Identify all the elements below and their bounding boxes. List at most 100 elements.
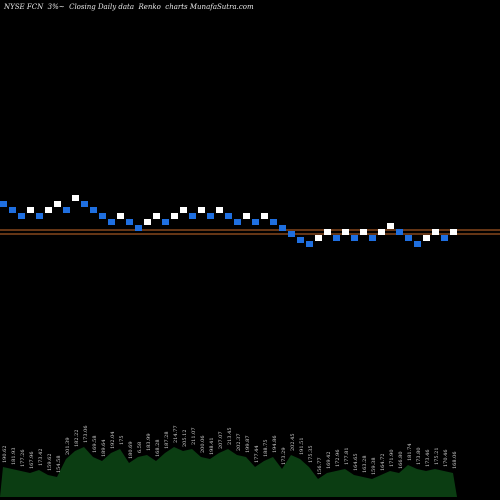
volume-label-2: 177.26 [20, 450, 26, 468]
renko-brick-27 [243, 213, 250, 219]
volume-label-39: 164.65 [353, 454, 359, 472]
volume-label-5: 159.62 [47, 454, 53, 472]
renko-brick-0 [0, 201, 7, 207]
renko-brick-21 [189, 213, 196, 219]
renko-brick-33 [297, 237, 304, 243]
renko-brick-11 [99, 213, 106, 219]
renko-brick-13 [117, 213, 124, 219]
volume-label-44: 166.80 [398, 452, 404, 470]
volume-label-6: 154.58 [56, 456, 62, 474]
volume-label-15: 6.58 [137, 442, 143, 453]
renko-brick-31 [279, 225, 286, 231]
volume-label-31: 173.29 [281, 448, 287, 466]
renko-brick-42 [378, 229, 385, 235]
volume-label-40: 163.28 [362, 456, 368, 474]
renko-brick-30 [270, 219, 277, 225]
volume-label-38: 177.81 [344, 448, 350, 466]
volume-label-0: 190.62 [2, 446, 8, 464]
volume-label-46: 173.80 [416, 448, 422, 466]
renko-brick-29 [261, 213, 268, 219]
renko-brick-19 [171, 213, 178, 219]
renko-brick-9 [81, 201, 88, 207]
renko-brick-14 [126, 219, 133, 225]
volume-label-20: 205.12 [182, 430, 188, 448]
volume-label-41: 159.38 [371, 458, 377, 476]
volume-label-16: 183.99 [146, 434, 152, 452]
volume-label-27: 199.87 [245, 436, 251, 454]
renko-brick-44 [396, 229, 403, 235]
renko-brick-18 [162, 219, 169, 225]
volume-label-25: 213.45 [227, 428, 233, 446]
renko-brick-34 [306, 241, 313, 247]
volume-label-8: 182.22 [74, 430, 80, 448]
renko-brick-17 [153, 213, 160, 219]
volume-label-14: 180.69 [128, 442, 134, 460]
renko-brick-50 [450, 229, 457, 235]
renko-brick-5 [45, 207, 52, 213]
volume-label-9: 173.06 [83, 426, 89, 444]
renko-brick-2 [18, 213, 25, 219]
volume-label-29: 188.75 [263, 440, 269, 458]
volume-label-49: 170.46 [443, 450, 449, 468]
renko-brick-28 [252, 219, 259, 225]
renko-brick-32 [288, 231, 295, 237]
volume-label-50: 168.06 [452, 452, 458, 470]
volume-label-28: 177.44 [254, 446, 260, 464]
renko-brick-48 [432, 229, 439, 235]
volume-label-4: 173.42 [38, 449, 44, 467]
renko-brick-38 [342, 229, 349, 235]
volume-label-37: 172.96 [335, 450, 341, 468]
volume-label-48: 175.21 [434, 448, 440, 466]
volume-label-36: 169.42 [326, 452, 332, 470]
renko-brick-22 [198, 207, 205, 213]
volume-label-7: 201.39 [65, 438, 71, 456]
volume-label-47: 173.46 [425, 450, 431, 468]
volume-label-34: 175.35 [308, 446, 314, 464]
renko-brick-24 [216, 207, 223, 213]
renko-brick-35 [315, 235, 322, 241]
volume-label-32: 202.45 [290, 434, 296, 452]
renko-brick-36 [324, 229, 331, 235]
volume-label-10: 169.58 [92, 436, 98, 454]
volume-label-42: 164.72 [380, 454, 386, 472]
renko-brick-49 [441, 235, 448, 241]
volume-label-17: 168.28 [155, 440, 161, 458]
renko-brick-10 [90, 207, 97, 213]
renko-brick-23 [207, 213, 214, 219]
volume-label-30: 194.86 [272, 436, 278, 454]
renko-brick-37 [333, 235, 340, 241]
renko-brick-20 [180, 207, 187, 213]
renko-brick-16 [144, 219, 151, 225]
renko-brick-4 [36, 213, 43, 219]
volume-label-43: 171.90 [389, 450, 395, 468]
chart-title: NYSE FCN 3%~ Closing Daily data Renko ch… [4, 3, 254, 11]
renko-brick-47 [423, 235, 430, 241]
volume-label-33: 191.51 [299, 438, 305, 456]
renko-brick-12 [108, 219, 115, 225]
renko-brick-15 [135, 225, 142, 231]
renko-brick-45 [405, 235, 412, 241]
volume-label-3: 167.96 [29, 452, 35, 470]
volume-label-23: 198.41 [209, 438, 215, 456]
renko-brick-43 [387, 223, 394, 229]
volume-label-21: 211.07 [191, 428, 197, 446]
renko-brick-40 [360, 229, 367, 235]
renko-brick-46 [414, 241, 421, 247]
renko-brick-8 [72, 195, 79, 201]
renko-brick-39 [351, 235, 358, 241]
volume-label-45: 181.74 [407, 444, 413, 462]
volume-label-12: 192.04 [110, 432, 116, 450]
volume-label-19: 214.77 [173, 426, 179, 444]
volume-label-35: 156.77 [317, 458, 323, 476]
volume-area [0, 447, 457, 497]
volume-label-1: 181.93 [11, 448, 17, 466]
renko-brick-3 [27, 207, 34, 213]
volume-label-13: 175 [119, 435, 125, 445]
renko-brick-26 [234, 219, 241, 225]
renko-brick-41 [369, 235, 376, 241]
renko-brick-25 [225, 213, 232, 219]
volume-label-22: 200.06 [200, 436, 206, 454]
volume-label-18: 187.28 [164, 432, 170, 450]
renko-brick-1 [9, 207, 16, 213]
